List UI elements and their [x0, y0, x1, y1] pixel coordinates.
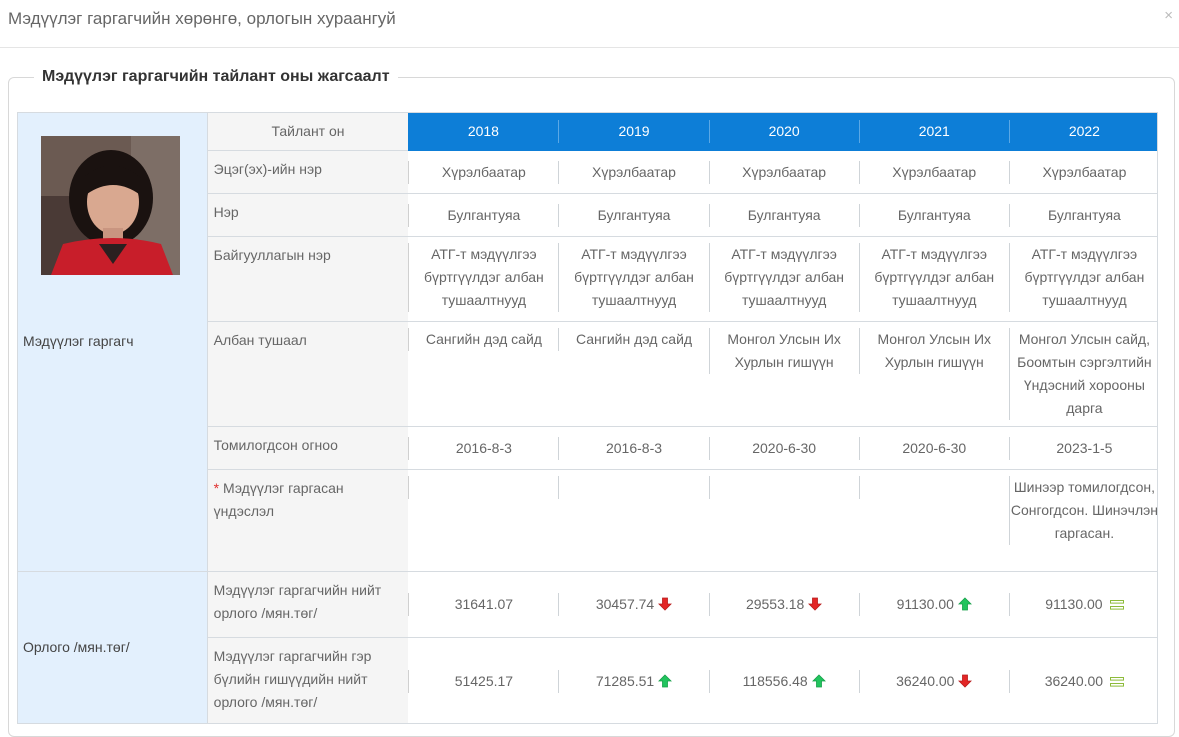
declarant-label: Мэдүүлэг гаргагч	[23, 333, 134, 349]
table-cell: Хүрэлбаатар	[1008, 150, 1157, 194]
table-cell: 36240.00	[858, 637, 1009, 723]
table-cell: Монгол Улсын Их Хурлын гишүүн	[858, 321, 1009, 427]
table-cell: 71285.51	[558, 637, 709, 723]
table-cell: Сангийн дэд сайд	[558, 321, 709, 427]
year-header[interactable]: 2022	[1008, 113, 1157, 151]
table-cell: 30457.74	[558, 571, 709, 638]
row-label-name: Нэр	[207, 193, 409, 237]
table-cell: 29553.18	[708, 571, 859, 638]
arrow-down-icon	[954, 673, 973, 689]
table-cell: Булгантуяа	[708, 193, 859, 237]
income-section: Орлого /мян.төг/	[18, 571, 208, 723]
table-cell: 2023-1-5	[1008, 426, 1157, 470]
year-header[interactable]: 2021	[858, 113, 1009, 151]
table-cell: 91130.00	[1008, 571, 1157, 638]
table-cell: Булгантуяа	[858, 193, 1009, 237]
table-cell: Булгантуяа	[408, 193, 559, 237]
table-cell: 2016-8-3	[408, 426, 559, 470]
modal-header: Мэдүүлэг гаргагчийн хөрөнгө, орлогын хур…	[0, 0, 1179, 48]
row-label-family-income: Мэдүүлэг гаргагчийн гэр бүлийн гишүүдийн…	[207, 637, 409, 723]
equal-icon	[1103, 596, 1124, 612]
year-header[interactable]: 2019	[558, 113, 709, 151]
report-table: Мэдүүлэг гаргагч Тайлант он 2018 2019 20…	[17, 112, 1158, 724]
table-cell: Хүрэлбаатар	[858, 150, 1009, 194]
table-cell: Булгантуяа	[1008, 193, 1157, 237]
required-mark: *	[213, 480, 220, 496]
panel-legend: Мэдүүлэг гаргагчийн тайлант оны жагсаалт	[34, 67, 398, 87]
table-cell: АТГ-т мэдүүлгээ бүртгүүлдэг албан тушаал…	[858, 236, 1009, 322]
table-cell	[708, 469, 859, 572]
table-cell: 2020-6-30	[708, 426, 859, 470]
table-cell: 51425.17	[408, 637, 559, 723]
table-cell: Хүрэлбаатар	[558, 150, 709, 194]
declarant-section: Мэдүүлэг гаргагч	[18, 113, 208, 572]
arrow-down-icon	[804, 596, 823, 612]
declarant-photo	[41, 136, 180, 275]
table-cell: Хүрэлбаатар	[408, 150, 559, 194]
table-cell: 31641.07	[408, 571, 559, 638]
arrow-down-icon	[654, 596, 673, 612]
table-cell: Монгол Улсын Их Хурлын гишүүн	[708, 321, 859, 427]
arrow-up-icon	[954, 596, 972, 612]
arrow-up-icon	[808, 673, 826, 689]
table-cell: Булгантуяа	[558, 193, 709, 237]
table-cell: АТГ-т мэдүүлгээ бүртгүүлдэг албан тушаал…	[558, 236, 709, 322]
row-label-total-income: Мэдүүлэг гаргагчийн нийт орлого /мян.төг…	[207, 571, 409, 638]
equal-icon	[1103, 673, 1125, 689]
table-cell: АТГ-т мэдүүлгээ бүртгүүлдэг албан тушаал…	[408, 236, 559, 322]
table-row: * Мэдүүлэг гаргасан үндэслэл Шинээр томи…	[18, 469, 1157, 572]
table-row: Байгууллагын нэр АТГ-т мэдүүлгээ бүртгүү…	[18, 236, 1157, 322]
table-cell: Сангийн дэд сайд	[408, 321, 559, 427]
table-cell: Шинээр томилогдсон, Сонгогдсон. Шинэчлэн…	[1008, 469, 1157, 572]
table-row: Томилогдсон огноо 2016-8-3 2016-8-3 2020…	[18, 426, 1157, 470]
table-cell	[408, 469, 559, 572]
table-cell: Хүрэлбаатар	[708, 150, 859, 194]
table-cell: АТГ-т мэдүүлгээ бүртгүүлдэг албан тушаал…	[1008, 236, 1157, 322]
close-icon[interactable]: ×	[1164, 7, 1173, 24]
table-cell: 36240.00	[1008, 637, 1157, 723]
year-header[interactable]: 2018	[408, 113, 559, 151]
row-label-position: Албан тушаал	[207, 321, 409, 427]
table-cell: 2016-8-3	[558, 426, 709, 470]
table-row: Мэдүүлэг гаргагчийн гэр бүлийн гишүүдийн…	[18, 637, 1157, 723]
table-cell: 118556.48	[708, 637, 859, 723]
table-row: Албан тушаал Сангийн дэд сайд Сангийн дэ…	[18, 321, 1157, 427]
table-row: Эцэг(эх)-ийн нэр Хүрэлбаатар Хүрэлбаатар…	[18, 150, 1157, 194]
modal-title: Мэдүүлэг гаргагчийн хөрөнгө, орлогын хур…	[8, 9, 396, 28]
table-cell: 91130.00	[858, 571, 1009, 638]
row-label-patronymic: Эцэг(эх)-ийн нэр	[207, 150, 409, 194]
table-cell	[558, 469, 709, 572]
report-year-label: Тайлант он	[207, 113, 409, 151]
table-row: Нэр Булгантуяа Булгантуяа Булгантуяа Бул…	[18, 193, 1157, 237]
table-cell: 2020-6-30	[858, 426, 1009, 470]
row-label-appointed: Томилогдсон огноо	[207, 426, 409, 470]
arrow-up-icon	[654, 673, 673, 689]
year-header[interactable]: 2020	[708, 113, 859, 151]
row-label-basis: * Мэдүүлэг гаргасан үндэслэл	[207, 469, 409, 572]
table-cell	[858, 469, 1009, 572]
table-cell: АТГ-т мэдүүлгээ бүртгүүлдэг албан тушаал…	[708, 236, 859, 322]
table-row: Орлого /мян.төг/ Мэдүүлэг гаргагчийн ний…	[18, 571, 1157, 723]
row-label-organization: Байгууллагын нэр	[207, 236, 409, 322]
table-cell: Монгол Улсын сайд, Боомтын сэргэлтийн Үн…	[1008, 321, 1157, 427]
